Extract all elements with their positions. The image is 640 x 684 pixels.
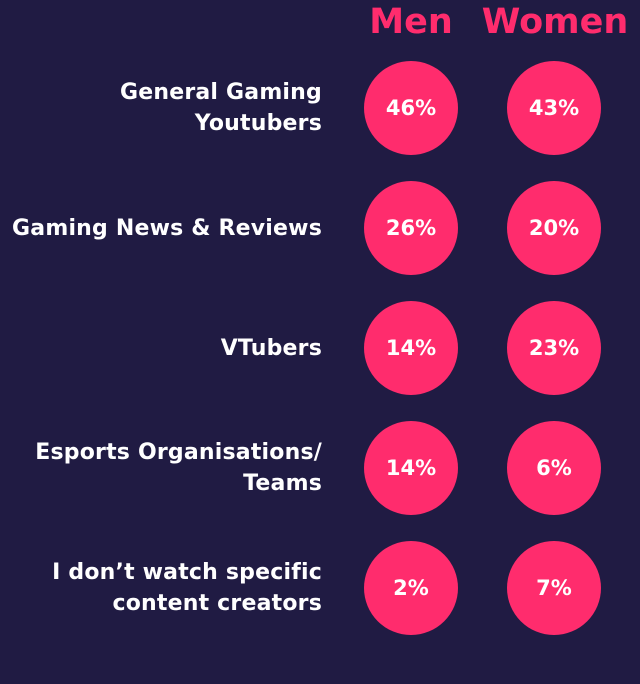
row-label: Gaming News & Reviews: [12, 215, 322, 241]
row-esports-organisations-teams: Esports Organisations/ Teams 14% 6%: [0, 420, 640, 516]
row-label: VTubers: [220, 335, 322, 361]
men-value-bubble: 14%: [364, 301, 458, 395]
women-value-bubble: 6%: [507, 421, 601, 515]
row-no-specific-creators: I don’t watch specific content creators …: [0, 540, 640, 636]
row-label: I don’t watch specific content creators: [52, 560, 322, 616]
row-general-gaming-youtubers: General Gaming Youtubers 46% 43%: [0, 60, 640, 156]
men-value-bubble: 2%: [364, 541, 458, 635]
column-header-men: Men: [369, 2, 453, 42]
row-label: Esports Organisations/ Teams: [35, 440, 322, 496]
women-value-bubble: 7%: [507, 541, 601, 635]
women-value-bubble: 20%: [507, 181, 601, 275]
men-value-bubble: 26%: [364, 181, 458, 275]
row-vtubers: VTubers 14% 23%: [0, 300, 640, 396]
column-header-women: Women: [481, 2, 629, 42]
row-gaming-news-reviews: Gaming News & Reviews 26% 20%: [0, 180, 640, 276]
row-label: General Gaming Youtubers: [119, 80, 322, 136]
women-value-bubble: 23%: [507, 301, 601, 395]
men-value-bubble: 14%: [364, 421, 458, 515]
men-value-bubble: 46%: [364, 61, 458, 155]
women-value-bubble: 43%: [507, 61, 601, 155]
